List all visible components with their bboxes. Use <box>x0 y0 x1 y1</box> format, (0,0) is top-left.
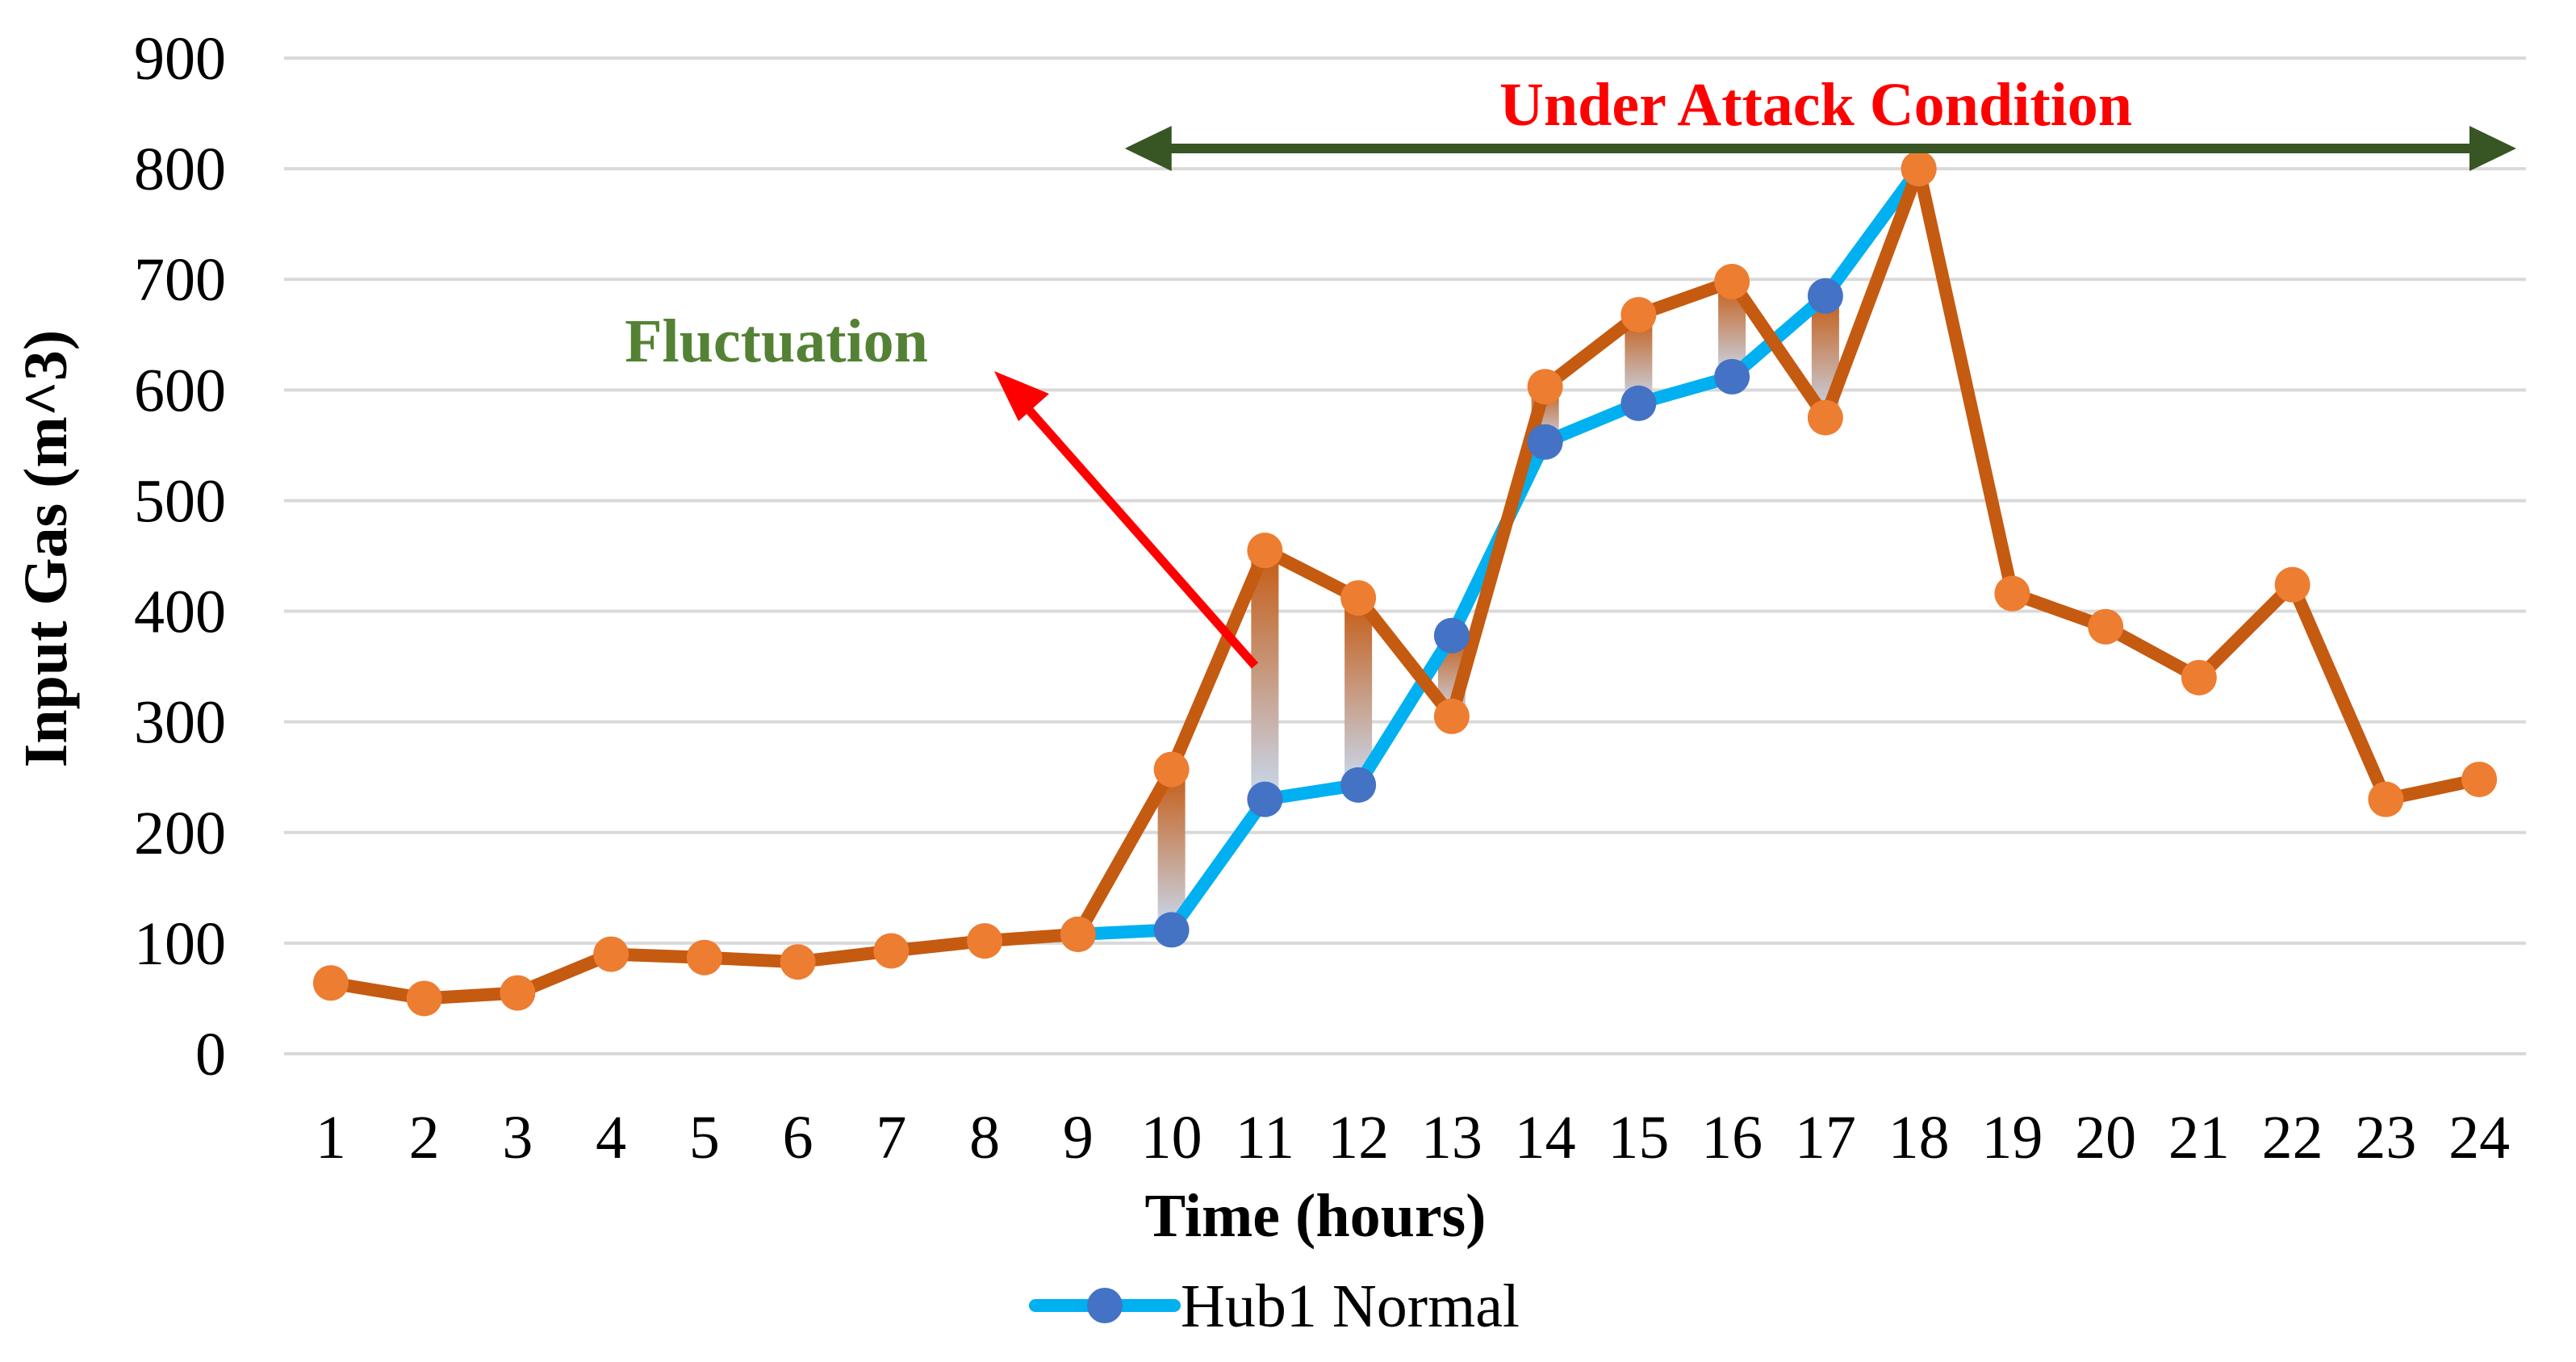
y-tick-label: 900 <box>134 25 226 93</box>
point-attack <box>1247 533 1283 569</box>
y-tick-label: 600 <box>134 357 226 424</box>
x-tick-label: 2 <box>409 1104 440 1172</box>
point-attack <box>967 923 1003 959</box>
point-attack <box>1714 263 1750 299</box>
fluctuation-arrow <box>994 371 1259 669</box>
fluctuation-bar <box>1344 598 1373 785</box>
point-hub1-normal <box>1340 767 1377 803</box>
legend-marker-hub1-normal <box>1087 1288 1123 1323</box>
x-tick-label: 10 <box>1141 1104 1202 1172</box>
x-tick-label: 4 <box>596 1104 626 1172</box>
x-tick-label: 17 <box>1795 1104 1856 1172</box>
legend: Hub1 Normal <box>1029 1272 1520 1340</box>
point-hub1-normal <box>1527 424 1563 460</box>
point-attack <box>1433 698 1470 734</box>
point-attack <box>873 933 910 969</box>
x-tick-label: 21 <box>2168 1104 2230 1172</box>
x-tick-label: 19 <box>1981 1104 2043 1172</box>
point-attack <box>1153 751 1190 788</box>
point-attack <box>686 939 722 976</box>
series-lines <box>329 162 2481 1005</box>
point-hub1-normal <box>1433 617 1470 654</box>
x-tick-label: 14 <box>1515 1104 1576 1172</box>
point-attack <box>1994 575 2030 612</box>
fluctuation-bar <box>1251 550 1279 800</box>
point-attack <box>1901 151 1937 187</box>
point-attack <box>2088 608 2124 645</box>
point-attack <box>2461 761 2498 797</box>
series-line-attack <box>329 162 2481 1005</box>
y-tick-label: 300 <box>134 689 226 757</box>
point-hub1-normal <box>1807 278 1843 314</box>
point-attack <box>1527 369 1563 405</box>
series-points <box>312 151 2498 1017</box>
point-attack <box>1340 580 1377 616</box>
y-tick-label: 100 <box>134 910 226 978</box>
attack-label: Under Attack Condition <box>1499 71 2132 139</box>
y-axis-ticks: 0 100 200 300 400 500 600 700 800 900 <box>134 25 226 1088</box>
point-attack <box>2274 566 2310 603</box>
x-tick-label: 7 <box>876 1104 906 1172</box>
x-tick-label: 5 <box>689 1104 720 1172</box>
attack-arrow-head-right <box>2469 126 2516 171</box>
point-attack <box>1807 399 1843 436</box>
point-attack <box>780 944 816 980</box>
gridlines <box>284 56 2526 1055</box>
y-tick-label: 500 <box>134 467 226 535</box>
x-tick-label: 16 <box>1701 1104 1763 1172</box>
x-tick-label: 24 <box>2448 1104 2510 1172</box>
x-tick-label: 15 <box>1608 1104 1669 1172</box>
x-tick-label: 11 <box>1236 1104 1294 1172</box>
x-tick-label: 8 <box>969 1104 1000 1172</box>
point-attack <box>312 965 349 1001</box>
y-tick-label: 0 <box>195 1021 226 1088</box>
y-axis-title: Input Gas (m^3) <box>12 330 80 767</box>
x-tick-label: 18 <box>1888 1104 1950 1172</box>
y-tick-label: 200 <box>134 800 226 867</box>
fluctuation-label: Fluctuation <box>625 307 928 375</box>
point-attack <box>1060 916 1096 952</box>
x-tick-label: 22 <box>2262 1104 2323 1172</box>
x-axis-ticks: 1 2 3 4 5 6 7 8 9 10 11 12 13 14 15 16 17 18 19 20 21 22 23 24 <box>316 1104 2510 1172</box>
legend-label-hub1-normal: Hub1 Normal <box>1181 1272 1520 1340</box>
x-tick-label: 20 <box>2075 1104 2136 1172</box>
fluctuation-arrow-line <box>1019 400 1259 669</box>
point-hub1-normal <box>1620 385 1657 421</box>
y-tick-label: 700 <box>134 246 226 314</box>
fluctuation-arrow-head <box>994 371 1049 421</box>
point-attack <box>1620 297 1657 333</box>
point-hub1-normal <box>1153 912 1190 948</box>
x-tick-label: 13 <box>1421 1104 1482 1172</box>
attack-arrow-head-left <box>1124 126 1172 171</box>
point-attack <box>406 980 442 1017</box>
x-tick-label: 6 <box>783 1104 813 1172</box>
attack-range-arrow <box>1124 126 2516 171</box>
point-attack <box>2368 781 2404 817</box>
x-axis-title: Time (hours) <box>1145 1182 1487 1250</box>
x-tick-label: 12 <box>1328 1104 1389 1172</box>
x-tick-label: 3 <box>502 1104 533 1172</box>
y-tick-label: 800 <box>134 136 226 203</box>
point-attack <box>500 975 536 1011</box>
x-tick-label: 1 <box>316 1104 346 1172</box>
point-attack <box>593 936 629 972</box>
point-hub1-normal <box>1247 781 1283 817</box>
point-hub1-normal <box>1714 358 1750 395</box>
point-attack <box>2181 659 2217 696</box>
x-tick-label: 23 <box>2355 1104 2416 1172</box>
x-tick-label: 9 <box>1063 1104 1094 1172</box>
y-tick-label: 400 <box>134 579 226 646</box>
